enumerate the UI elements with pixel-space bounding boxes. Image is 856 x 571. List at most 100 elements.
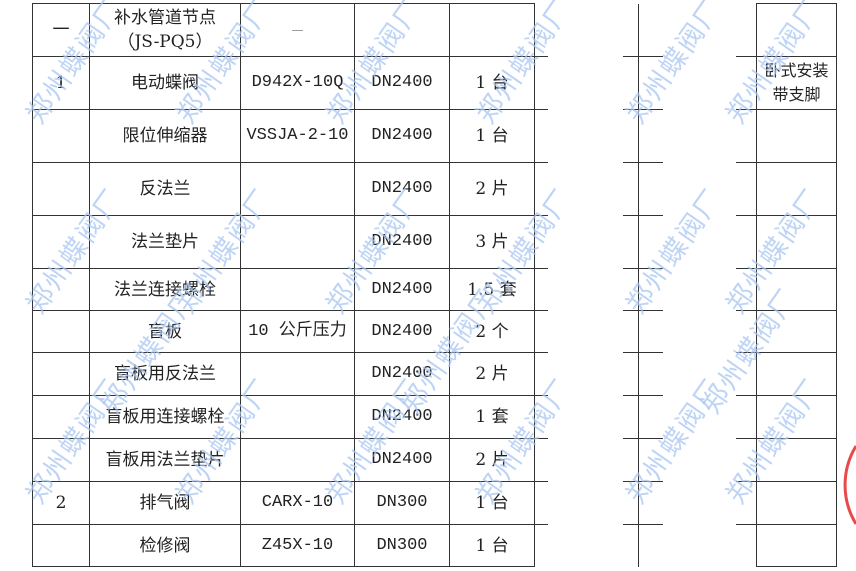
blank-column [623, 108, 757, 163]
table-row: 2 排气阀 CARX-10 DN300 1 台 [32, 480, 837, 525]
blank-column [638, 3, 757, 57]
item-remark [756, 268, 837, 311]
item-name: 补水管道节点 （JS-PQ5） [89, 3, 241, 57]
item-name-text: 限位伸缩器 [122, 126, 208, 146]
item-quantity: 1 台 [449, 481, 535, 525]
table-row: 限位伸缩器 VSSJA-2-10 DN2400 1 台 [32, 108, 837, 163]
item-quantity: 1 套 [449, 395, 535, 439]
equipment-table: 一补水管道节点 （JS-PQ5） —1 电动蝶阀 D942X-10Q DN2400 1 台卧… [32, 3, 837, 567]
item-quantity: 1 台 [449, 109, 535, 163]
item-remark [756, 310, 837, 353]
table-row: 盲板 10 公斤压力 DN2400 2 个 [32, 309, 837, 353]
blank-column [534, 437, 639, 482]
item-code-text: （JS-PQ5） [117, 32, 213, 52]
item-name-text: 排气阀 [139, 493, 191, 513]
blank-column [623, 214, 757, 269]
row-number: 2 [32, 481, 90, 525]
table-row: 反法兰 DN2400 2 片 [32, 161, 837, 216]
item-model [240, 395, 355, 439]
item-name: 盲板用连接螺栓 [89, 395, 241, 439]
item-model [240, 215, 355, 269]
item-quantity: 1 台 [449, 524, 535, 567]
item-size [354, 3, 450, 57]
blank-column [534, 161, 639, 216]
item-model [240, 352, 355, 396]
item-name-text: 盲板用法兰垫片 [105, 450, 225, 470]
blank-column [534, 480, 639, 525]
item-quantity: 2 片 [449, 352, 535, 396]
table-row: 1 电动蝶阀 D942X-10Q DN2400 1 台 卧式安装带支脚 [32, 55, 837, 110]
item-name-text: 法兰垫片 [131, 232, 199, 252]
item-name: 法兰垫片 [89, 215, 241, 269]
item-model [240, 268, 355, 311]
table-row: 法兰连接螺栓 DN2400 1.5 套 [32, 267, 837, 311]
item-size: DN2400 [354, 215, 450, 269]
row-number: 一 [32, 3, 90, 57]
item-name: 法兰连接螺栓 [89, 268, 241, 311]
blank-column [534, 351, 639, 396]
item-quantity: 3 片 [449, 215, 535, 269]
item-name: 限位伸缩器 [89, 109, 241, 163]
row-number [32, 524, 90, 567]
item-name-text: 补水管道节点 [114, 8, 216, 28]
blank-column [534, 309, 639, 353]
item-name-text: 盲板 [148, 321, 182, 342]
item-name-text: 电动蝶阀 [131, 73, 199, 93]
row-number [32, 162, 90, 216]
item-name-text: 检修阀 [139, 535, 191, 556]
blank-column [534, 267, 639, 311]
table-row: 盲板用连接螺栓 DN2400 1 套 [32, 394, 837, 439]
item-size: DN300 [354, 481, 450, 525]
blank-column [534, 214, 639, 269]
table-row: 一 补水管道节点 （JS-PQ5） — [32, 3, 837, 57]
item-name: 反法兰 [89, 162, 241, 216]
blank-column [623, 480, 757, 525]
blank-column [623, 523, 757, 567]
blank-column [534, 523, 639, 567]
item-quantity: 2 片 [449, 162, 535, 216]
item-size: DN2400 [354, 395, 450, 439]
blank-column [623, 55, 757, 110]
red-seal-stamp [843, 445, 856, 525]
row-number [32, 395, 90, 439]
blank-column [623, 394, 757, 439]
row-number [32, 109, 90, 163]
row-number [32, 310, 90, 353]
table-row: 法兰垫片 DN2400 3 片 [32, 214, 837, 269]
item-remark [756, 481, 837, 525]
item-quantity: 1 台 [449, 56, 535, 110]
item-size: DN2400 [354, 56, 450, 110]
item-size: DN2400 [354, 310, 450, 353]
item-remark: 卧式安装带支脚 [756, 56, 837, 110]
item-remark [756, 395, 837, 439]
item-model: VSSJA-2-10 [240, 109, 355, 163]
item-remark [756, 109, 837, 163]
blank-column [623, 161, 757, 216]
item-model: Z45X-10 [240, 524, 355, 567]
row-number [32, 268, 90, 311]
row-number: 1 [32, 56, 90, 110]
item-name-text: 盲板用连接螺栓 [105, 407, 225, 427]
item-quantity: 2 片 [449, 438, 535, 482]
item-size: DN2400 [354, 268, 450, 311]
blank-column [623, 437, 757, 482]
blank-column [534, 108, 639, 163]
item-size: DN2400 [354, 109, 450, 163]
item-quantity [449, 3, 535, 57]
item-model [240, 162, 355, 216]
item-model: — [240, 3, 355, 57]
table-row: 检修阀 Z45X-10 DN300 1 台 [32, 523, 837, 567]
item-name: 检修阀 [89, 524, 241, 567]
item-name-text: 法兰连接螺栓 [114, 279, 216, 300]
row-number [32, 352, 90, 396]
item-model: 10 公斤压力 [240, 310, 355, 353]
row-number [32, 215, 90, 269]
table-row: 盲板用反法兰 DN2400 2 片 [32, 351, 837, 396]
blank-column [623, 351, 757, 396]
item-remark [756, 3, 837, 57]
item-name: 盲板用法兰垫片 [89, 438, 241, 482]
item-name: 电动蝶阀 [89, 56, 241, 110]
item-remark [756, 162, 837, 216]
item-remark [756, 524, 837, 567]
item-remark [756, 352, 837, 396]
